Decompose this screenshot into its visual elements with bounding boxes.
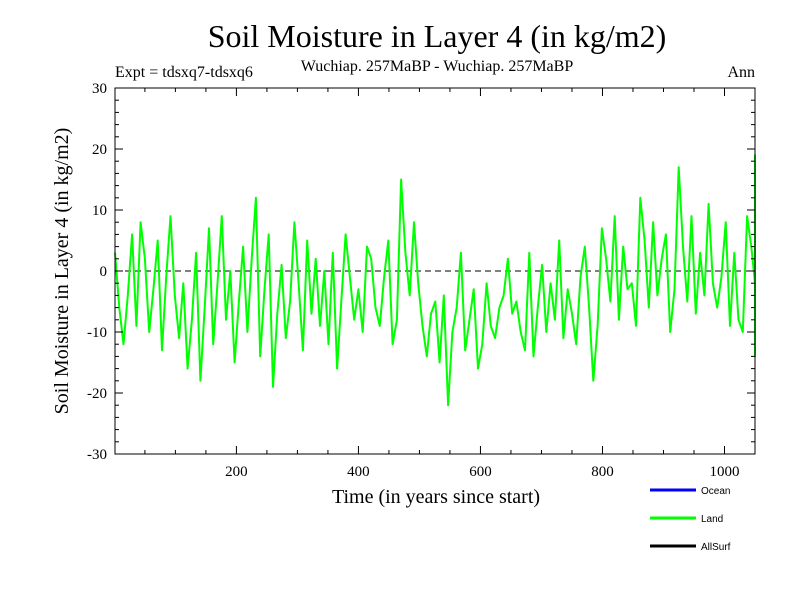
chart-subtitle-left: Expt = tdsxq7-tdsxq6 (115, 64, 253, 81)
legend-label-allsurf: AllSurf (701, 542, 731, 553)
legend: Ocean Land AllSurf (650, 486, 731, 553)
legend-label-ocean: Ocean (701, 486, 730, 497)
plot-frame (114, 87, 756, 455)
y-tick-label: -30 (87, 447, 107, 463)
x-tick-label: 1000 (709, 464, 739, 480)
y-tick-label: 20 (92, 142, 107, 158)
x-tick-label: 800 (591, 464, 614, 480)
x-tick-label: 600 (469, 464, 492, 480)
x-axis-label: Time (in years since start) (332, 486, 540, 508)
chart-subtitle-center: Wuchiap. 257MaBP - Wuchiap. 257MaBP (301, 58, 574, 75)
y-tick-label: 10 (92, 203, 107, 219)
y-axis-label: Soil Moisture in Layer 4 (in kg/m2) (51, 128, 73, 415)
x-tick-label: 200 (225, 464, 248, 480)
chart-subtitle-right: Ann (727, 64, 755, 81)
series-line-land (114, 154, 756, 407)
y-tick-label: -20 (87, 386, 107, 402)
y-tick-label: -10 (87, 325, 107, 341)
y-tick-label: 0 (100, 264, 108, 280)
chart-title: Soil Moisture in Layer 4 (in kg/m2) (208, 18, 667, 54)
legend-label-land: Land (701, 514, 723, 525)
y-tick-label: 30 (92, 81, 107, 97)
x-tick-label: 400 (347, 464, 370, 480)
